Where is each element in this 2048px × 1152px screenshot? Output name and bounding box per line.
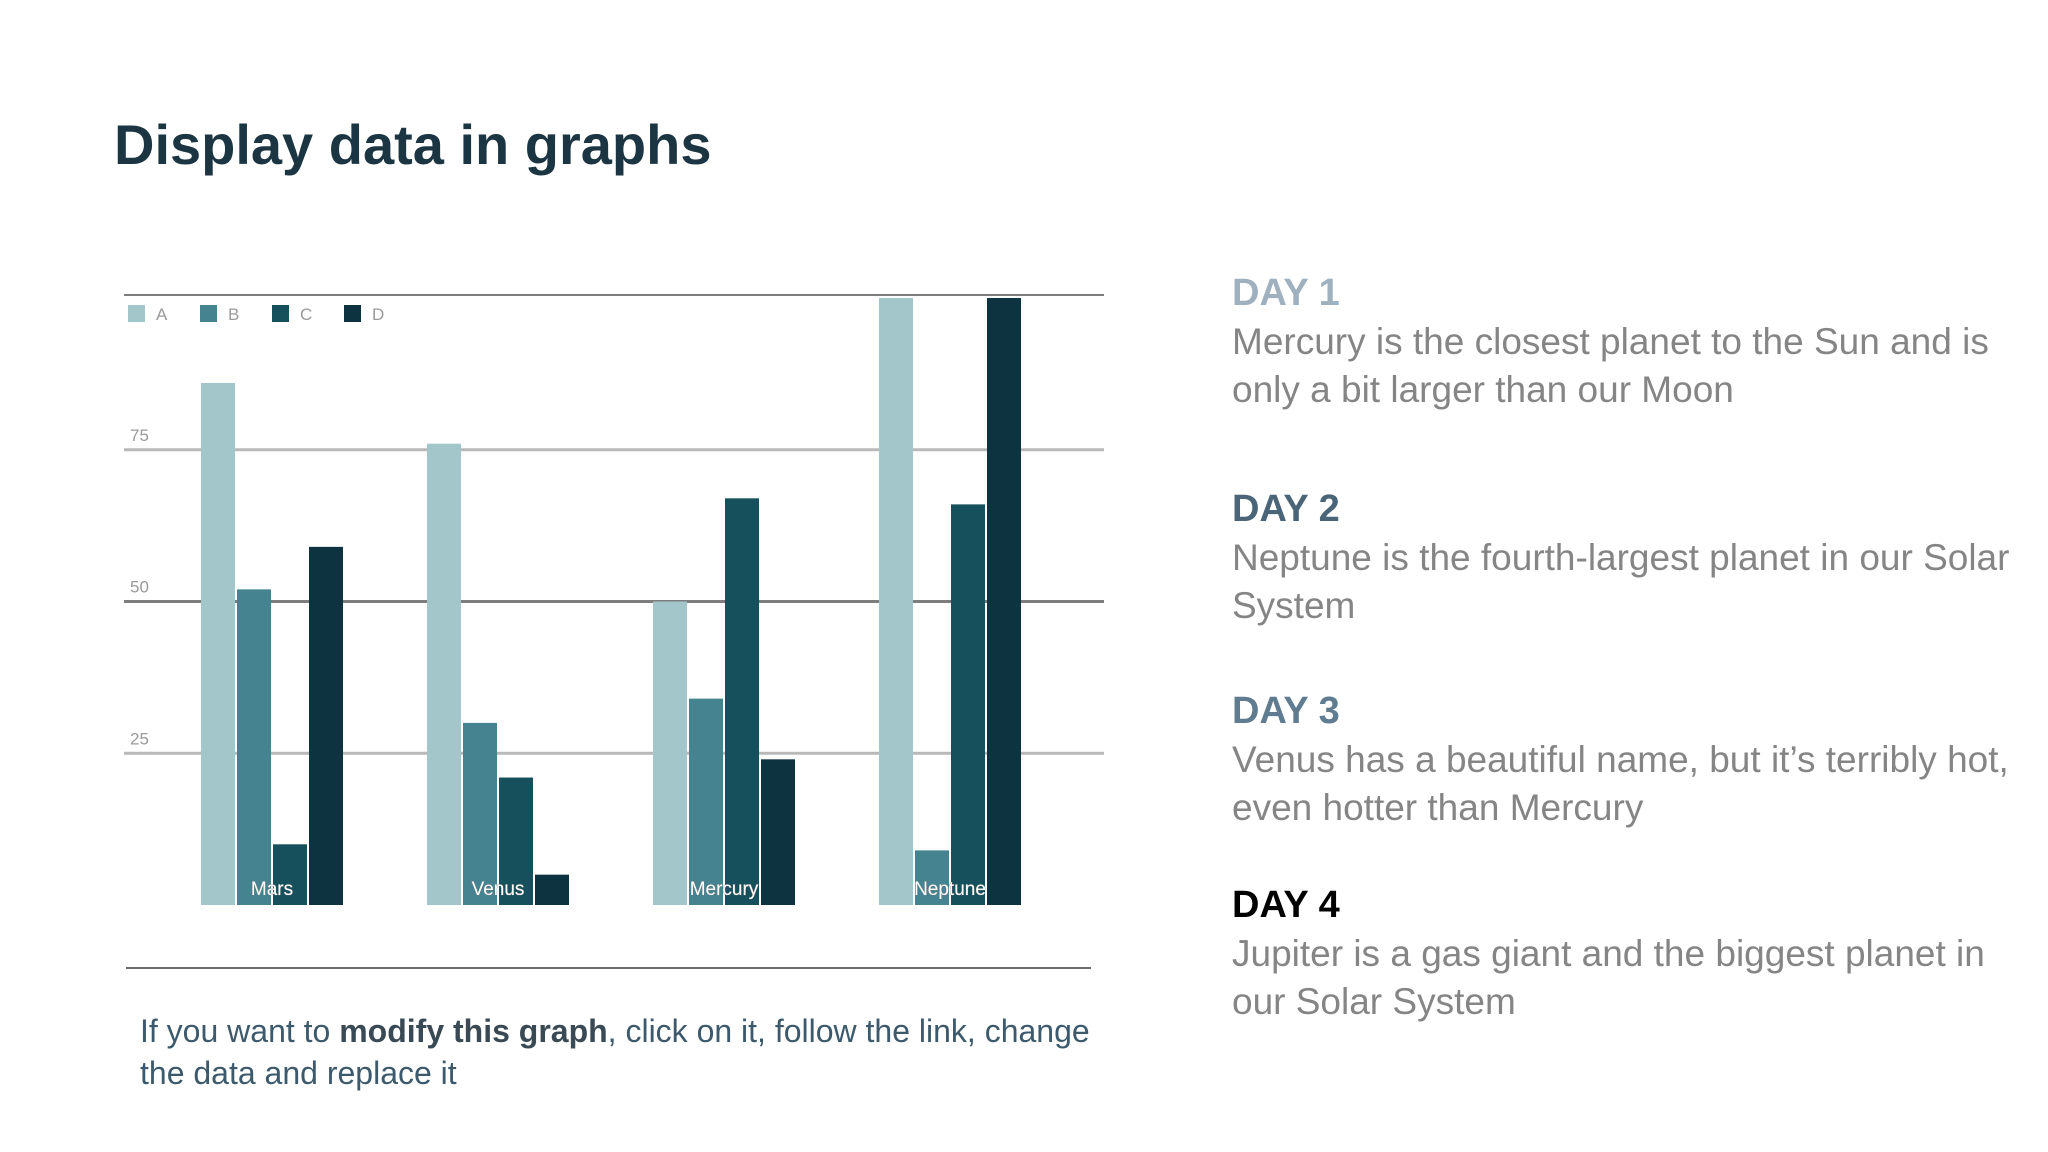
y-tick-label-50: 50 bbox=[130, 578, 149, 597]
legend-label-C: C bbox=[300, 305, 312, 324]
legend-swatch-C bbox=[272, 305, 289, 322]
bar-neptune-C bbox=[951, 504, 985, 905]
bar-mars-C bbox=[273, 844, 307, 905]
bar-mercury-C bbox=[725, 498, 759, 905]
day-1-item: DAY 1 Mercury is the closest planet to t… bbox=[1232, 270, 2012, 414]
slide-title: Display data in graphs bbox=[114, 113, 712, 176]
bar-neptune-A bbox=[879, 298, 913, 905]
day-2-title: DAY 2 bbox=[1232, 488, 1340, 530]
note-bold: modify this graph bbox=[339, 1013, 608, 1049]
bar-neptune-B bbox=[915, 850, 949, 905]
bar-mars-A bbox=[201, 382, 235, 906]
day-3-text: Venus has a beautiful name, but it’s ter… bbox=[1232, 739, 2009, 828]
bar-mercury-D bbox=[761, 759, 795, 905]
day-2-item: DAY 2 Neptune is the fourth-largest plan… bbox=[1232, 486, 2012, 630]
bar-neptune-D bbox=[987, 298, 1021, 905]
day-4-title: DAY 4 bbox=[1232, 884, 1340, 926]
day-1-title: DAY 1 bbox=[1232, 272, 1340, 314]
note-suffix: , click on it, follow the link, change t… bbox=[140, 1013, 1090, 1091]
legend-label-A: A bbox=[156, 305, 168, 324]
bar-venus-B bbox=[463, 722, 497, 905]
day-1-text: Mercury is the closest planet to the Sun… bbox=[1232, 321, 1989, 410]
modify-graph-note: If you want to modify this graph, click … bbox=[140, 1010, 1100, 1094]
bar-chart[interactable]: 25 50 75 A B C D Mars Venus Mercury Neptune bbox=[116, 284, 1106, 974]
bar-chart-svg: 25 50 75 A B C D Mars Venus Mercury Neptune bbox=[124, 294, 1104, 969]
legend-label-B: B bbox=[228, 305, 239, 324]
day-3-title: DAY 3 bbox=[1232, 690, 1340, 732]
y-tick-label-75: 75 bbox=[130, 426, 149, 445]
bar-mars-B bbox=[237, 589, 271, 905]
bar-mars-D bbox=[309, 546, 343, 905]
bar-mercury-B bbox=[689, 698, 723, 905]
note-prefix: If you want to bbox=[140, 1013, 340, 1049]
x-tick-label-mars: Mars bbox=[251, 879, 293, 900]
x-tick-label-venus: Venus bbox=[472, 879, 525, 900]
y-tick-label-25: 25 bbox=[130, 729, 149, 748]
day-4-item: DAY 4 Jupiter is a gas giant and the big… bbox=[1232, 882, 2012, 1026]
legend-label-D: D bbox=[372, 305, 384, 324]
legend-swatch-A bbox=[128, 305, 145, 322]
x-tick-label-mercury: Mercury bbox=[690, 879, 759, 900]
x-tick-label-neptune: Neptune bbox=[914, 879, 986, 900]
legend-swatch-D bbox=[344, 305, 361, 322]
day-4-text: Jupiter is a gas giant and the biggest p… bbox=[1232, 933, 1985, 1022]
day-3-item: DAY 3 Venus has a beautiful name, but it… bbox=[1232, 688, 2012, 832]
legend-swatch-B bbox=[200, 305, 217, 322]
bar-mercury-A bbox=[653, 601, 687, 905]
bar-venus-D bbox=[535, 874, 569, 905]
day-2-text: Neptune is the fourth-largest planet in … bbox=[1232, 537, 2010, 626]
bar-venus-C bbox=[499, 777, 533, 905]
bar-venus-A bbox=[427, 443, 461, 905]
